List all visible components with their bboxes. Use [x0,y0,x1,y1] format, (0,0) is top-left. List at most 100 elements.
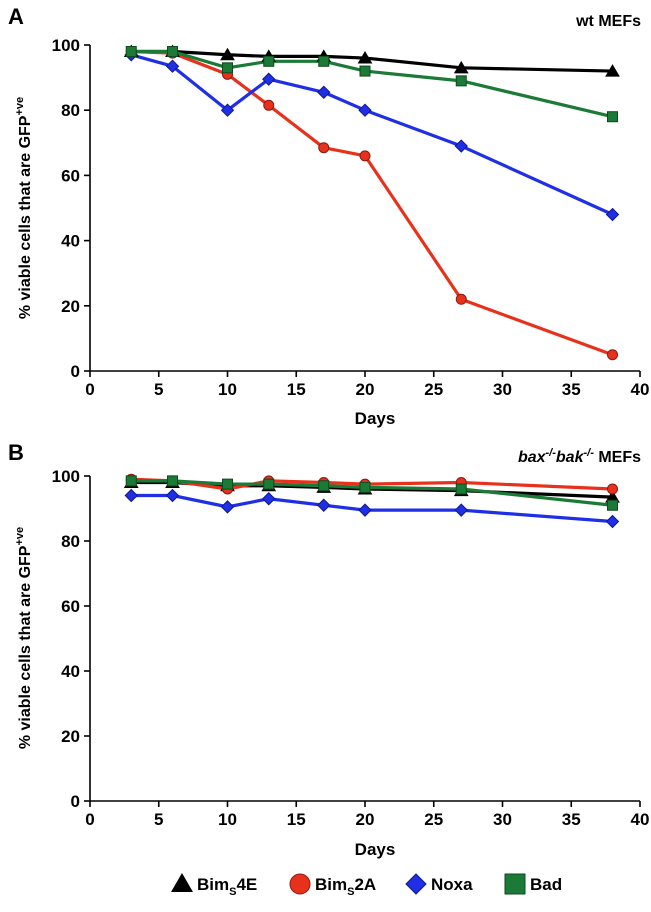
panel-b-series-noxa-point [220,500,235,514]
panel-b-x-tick-label: 40 [631,810,650,829]
panel-b-series-bad-point [125,475,137,487]
legend-label: BimS4E [197,875,257,898]
panel-b-series-noxa-point [358,503,372,517]
panel-b-series-noxa-point [605,514,620,529]
panel-b-series-noxa-point [262,492,276,506]
panel-a-x-tick-label: 30 [493,380,512,399]
panel-a-y-tick-label: 60 [61,166,80,185]
panel-b-x-tick-label: 5 [154,810,163,829]
panel-b-series-bad-point [455,483,467,495]
panel-b-x-tick-label: 30 [493,810,512,829]
panel-b-series-bim2a-point [607,483,618,495]
panel-b-ylabel-sup: +ve [14,527,26,546]
panel-b-series-bad-point [263,478,275,490]
panel-a-series-bim4e-point [220,47,235,61]
panel-a-series-noxa-point [165,59,180,73]
panel-a-y-tick-label: 100 [52,36,80,55]
panel-b-series-bad-point [318,480,330,492]
panel-a-series-bad-point [167,46,178,58]
panel-a-x-tick-label: 35 [562,380,581,399]
panel-b-plot: 0 20 40 60 80 100 0 5 10 15 20 25 30 35 40 [52,467,650,829]
panel-a-series-bad-line [131,49,613,119]
panel-b-title-bak: bak [556,449,585,466]
panel-b-x-tick-label: 25 [424,810,443,829]
panel-a-series-bim2a-point [263,99,275,111]
panel-b-x-tick-label: 15 [287,810,306,829]
legend-label: Noxa [431,875,473,894]
panel-b-title-bax-sup: -/- [546,447,557,459]
panel-a-xlabel: Days [355,409,396,428]
panel-a-series-noxa-point [262,72,276,86]
panel-a-series-bim4e-point [357,51,373,64]
panel-b-title-rest: MEFs [594,449,641,466]
panel-b-ylabel-main: % viable cells that are GFP [17,545,34,749]
legend-label-subscript: S [229,886,236,898]
panel-a-ylabel-main: % viable cells that are GFP [17,115,34,319]
panel-b-x-tick-label: 0 [85,810,94,829]
panel-b-series-bad-point [167,475,178,487]
panel-a-series-bad-point [263,55,275,67]
panel-a-series-bad-point [318,55,330,67]
panel-a-y-tick-label: 0 [71,362,80,381]
panel-b-title: bax-/-bak-/- MEFs [518,447,641,466]
panel-b-y-tick-label: 80 [61,532,80,551]
panel-b-series-noxa-line [131,493,613,524]
panel-b-x-tick-label: 10 [218,810,237,829]
panel-a-series-bim2a-line [131,49,614,357]
legend: BimS4E BimS2A Noxa Bad [171,873,562,898]
panel-a-series-bim4e-line [131,49,613,73]
panel-a-series-bim2a-point [318,142,330,154]
panel-a-series-noxa-point [220,103,235,117]
panel-a-series-noxa-point [605,207,620,222]
panel-b-ylabel: % viable cells that are GFP+ve [14,527,34,749]
legend-marker-square [504,873,526,895]
legend-label-suffix: 2A [354,875,376,894]
panel-a-series-bad-point [222,62,233,74]
panel-a-x-tick-label: 5 [154,380,163,399]
panel-b-series-noxa-point [124,488,138,503]
panel-a-x-tick-label: 20 [356,380,375,399]
panel-a-y-tick-label: 80 [61,101,80,120]
panel-b-series-bad-point [607,499,618,511]
panel-b-y-tick-label: 0 [71,792,80,811]
panel-b-series-noxa-point [165,488,180,503]
legend-label: BimS2A [315,875,376,898]
panel-a-series-bim2a-point [455,293,467,305]
panel-b-y-tick-label: 100 [52,467,80,486]
panel-b-y-tick-label: 60 [61,597,80,616]
legend-marker-triangle [171,873,193,892]
legend-marker-diamond [405,873,427,895]
legend-label-suffix: 4E [236,875,257,894]
panel-b-series-bad-line [131,479,613,507]
panel-b-series-bad-point [359,481,371,493]
panel-b-letter: B [8,440,24,465]
panel-a-plot: 0 20 40 60 80 100 0 5 10 15 20 25 30 35 40 [52,36,650,399]
legend-label-prefix: Noxa [431,875,473,894]
panel-b-y-tick-label: 40 [61,662,80,681]
panel-a-y-tick-label: 40 [61,232,80,251]
panel-a-x-tick-label: 40 [631,380,650,399]
legend-label: Bad [530,875,562,894]
legend-label-subscript: S [347,886,354,898]
panel-a-x-tick-label: 15 [287,380,306,399]
legend-label-prefix: Bad [530,875,562,894]
legend-marker-circle [289,873,311,895]
legend-label-prefix: Bim [315,875,347,894]
panel-a-letter: A [8,4,24,29]
panel-a-series-bad-point [125,46,137,58]
panel-a-series-noxa-point [358,103,372,117]
panel-a-series-bad-point [607,111,618,123]
panel-a-series-noxa-line [130,53,614,216]
panel-a-ylabel: % viable cells that are GFP+ve [14,97,34,319]
legend-label-prefix: Bim [197,875,229,894]
panel-a-series-bim4e-point [453,60,469,74]
panel-b-series-noxa-point [454,503,468,517]
panel-a-title: wt MEFs [575,13,641,30]
panel-a-series-bim2a-point [359,150,371,162]
panel-a-x-tick-label: 10 [218,380,237,399]
panel-a-series-bad-point [359,65,371,77]
panel-a-x-tick-label: 0 [85,380,94,399]
panel-a-series-bad-point [455,75,467,87]
panel-a-ylabel-sup: +ve [14,97,26,116]
